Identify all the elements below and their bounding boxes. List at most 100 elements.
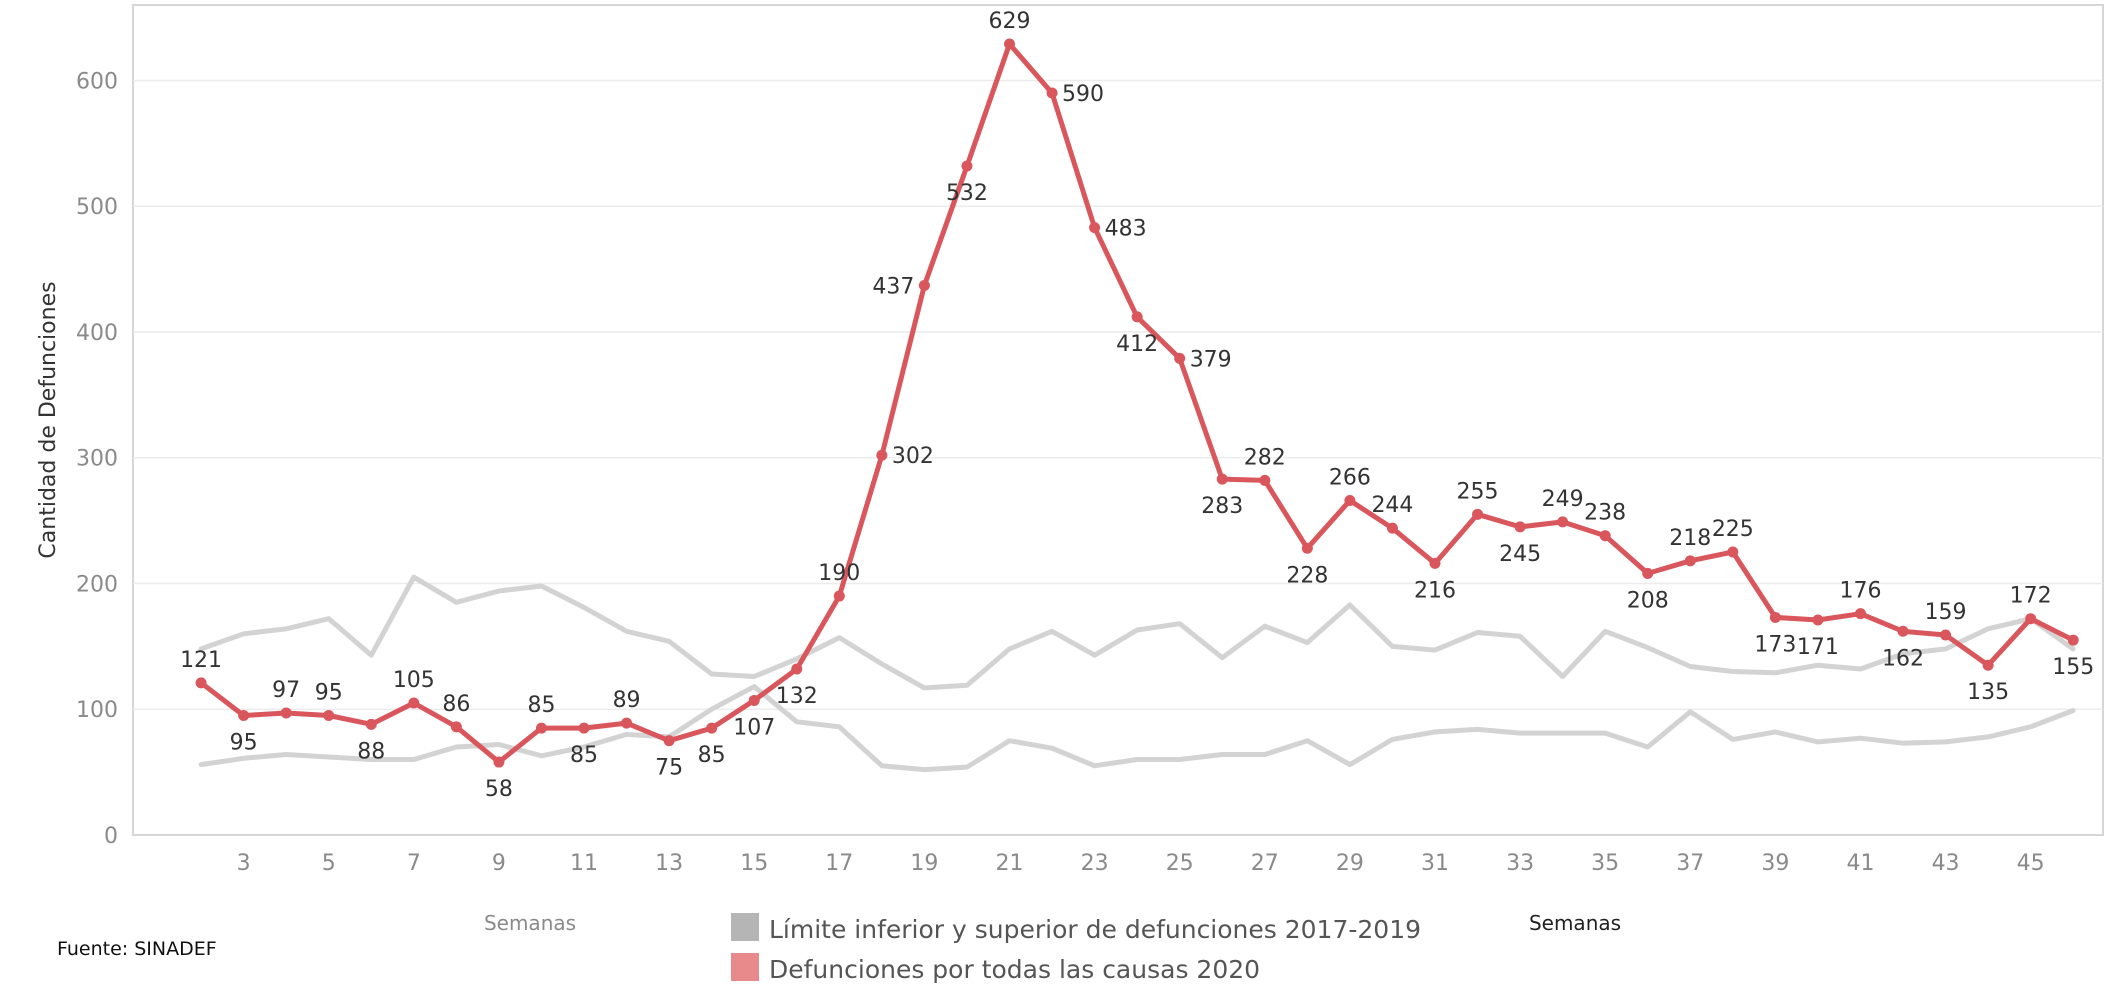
data-point xyxy=(323,710,335,722)
data-point xyxy=(1940,629,1952,641)
data-point xyxy=(408,697,420,709)
x-tick-label: 9 xyxy=(492,851,506,876)
data-point xyxy=(1386,522,1398,534)
data-point xyxy=(1642,567,1654,579)
data-point xyxy=(1429,557,1441,569)
data-label: 86 xyxy=(442,692,470,717)
x-tick-label: 25 xyxy=(1166,851,1194,876)
data-label: 135 xyxy=(1967,680,2009,705)
data-point xyxy=(1557,516,1569,528)
data-label: 85 xyxy=(698,743,726,768)
data-point xyxy=(876,449,888,461)
data-label: 282 xyxy=(1244,445,1286,470)
upper-bound-line xyxy=(198,574,2076,691)
data-point xyxy=(706,722,718,734)
data-label: 172 xyxy=(2010,584,2052,609)
x-tick-label: 37 xyxy=(1676,851,1704,876)
data-point xyxy=(621,717,633,729)
data-label: 105 xyxy=(393,668,435,693)
data-label: 238 xyxy=(1584,501,1626,526)
data-point xyxy=(1982,659,1994,671)
data-point xyxy=(1131,311,1143,323)
data-point xyxy=(2025,613,2037,625)
legend: Límite inferior y superior de defuncione… xyxy=(731,913,1421,984)
data-label: 132 xyxy=(776,684,818,709)
data-label: 121 xyxy=(180,648,222,673)
data-point xyxy=(1769,611,1781,623)
x-tick-label: 15 xyxy=(740,851,768,876)
data-point xyxy=(791,663,803,675)
data-point xyxy=(280,707,292,719)
data-label: 590 xyxy=(1062,82,1104,107)
data-point xyxy=(195,677,207,689)
data-label: 266 xyxy=(1329,465,1371,490)
data-point xyxy=(1684,555,1696,567)
data-point xyxy=(1089,222,1101,234)
data-label: 85 xyxy=(570,743,598,768)
data-point xyxy=(1854,608,1866,620)
x-tick-label: 27 xyxy=(1251,851,1279,876)
data-label: 629 xyxy=(989,9,1031,34)
data-point xyxy=(535,722,547,734)
data-point xyxy=(1472,508,1484,520)
y-tick-label: 400 xyxy=(76,321,118,346)
data-label: 216 xyxy=(1414,578,1456,603)
data-label: 255 xyxy=(1457,479,1499,504)
x-axis-ticks: 3 5 7 9 11 13 15 17 19 21 23 25 27 29 31 33 35 37 39 41 43 45 xyxy=(237,851,2045,876)
data-point xyxy=(365,718,377,730)
data-label: 225 xyxy=(1712,517,1754,542)
data-point xyxy=(493,756,505,768)
data-point xyxy=(1727,546,1739,558)
data-label: 532 xyxy=(946,181,988,206)
data-point xyxy=(1004,38,1016,50)
y-tick-label: 0 xyxy=(104,824,118,849)
gridlines xyxy=(133,79,2103,710)
x-tick-label: 41 xyxy=(1846,851,1874,876)
data-point xyxy=(1174,352,1186,364)
data-point xyxy=(1514,521,1526,533)
data-label: 208 xyxy=(1627,588,1669,613)
data-label: 159 xyxy=(1925,600,1967,625)
data-point xyxy=(833,590,845,602)
x-tick-label: 31 xyxy=(1421,851,1449,876)
data-label: 88 xyxy=(357,739,385,764)
data-point xyxy=(2067,634,2079,646)
lower-bound-line xyxy=(198,684,2076,773)
data-point xyxy=(450,721,462,733)
legend-label-band: Límite inferior y superior de defuncione… xyxy=(769,915,1421,944)
y-axis-ticks: 0 100 200 300 400 500 600 xyxy=(76,69,118,849)
x-tick-label: 11 xyxy=(570,851,598,876)
data-label: 218 xyxy=(1669,526,1711,551)
data-label: 483 xyxy=(1105,217,1147,242)
x-tick-label: 43 xyxy=(1932,851,1960,876)
data-label: 228 xyxy=(1286,563,1328,588)
legend-label-2020: Defunciones por todas las causas 2020 xyxy=(769,955,1260,984)
x-tick-label: 29 xyxy=(1336,851,1364,876)
historical-band-lines xyxy=(198,574,2076,773)
x-tick-label: 23 xyxy=(1081,851,1109,876)
x-axis-title-left: Semanas xyxy=(484,911,576,935)
data-point xyxy=(1812,614,1824,626)
data-label: 190 xyxy=(818,561,860,586)
data-label: 283 xyxy=(1201,494,1243,519)
data-label: 107 xyxy=(733,715,775,740)
data-label: 249 xyxy=(1542,487,1584,512)
data-label: 379 xyxy=(1190,347,1232,372)
data-point xyxy=(578,722,590,734)
data-point xyxy=(1344,494,1356,506)
data-label: 85 xyxy=(527,693,555,718)
data-label: 155 xyxy=(2052,655,2094,680)
data-label: 412 xyxy=(1116,332,1158,357)
data-label: 171 xyxy=(1797,635,1839,660)
data-point xyxy=(1599,530,1611,542)
data-label: 75 xyxy=(655,756,683,781)
data-point xyxy=(1301,542,1313,554)
data-label: 245 xyxy=(1499,542,1541,567)
data-point xyxy=(961,160,973,172)
data-label: 89 xyxy=(613,688,641,713)
data-label: 95 xyxy=(315,681,343,706)
data-point xyxy=(1897,625,1909,637)
y-tick-label: 600 xyxy=(76,69,118,94)
